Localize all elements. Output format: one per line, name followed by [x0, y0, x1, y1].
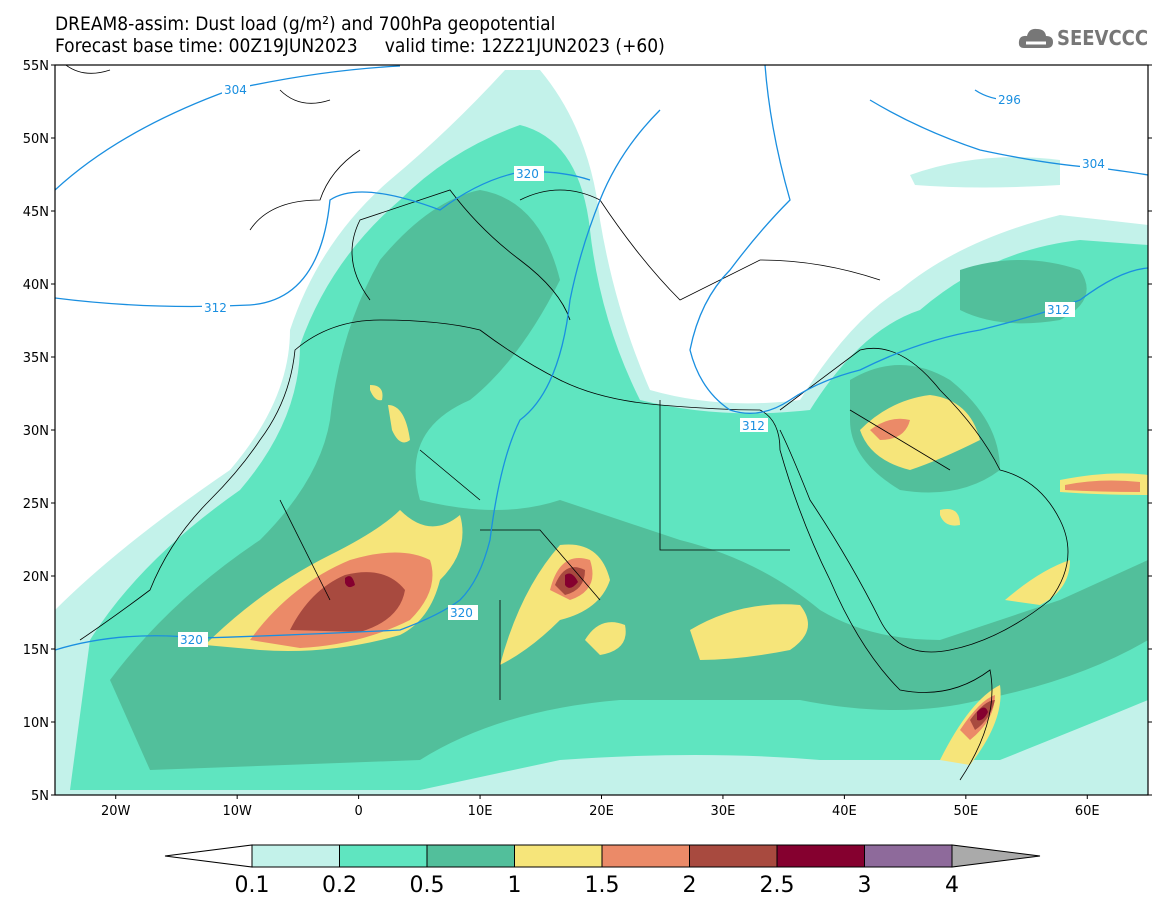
contour-labels: 304 296 320 304 312 312 312 320 320: [178, 82, 1108, 647]
lon-label: 20E: [589, 804, 614, 819]
svg-text:312: 312: [1047, 303, 1070, 317]
lat-label: 50N: [23, 132, 49, 147]
lon-label: 30E: [711, 804, 736, 819]
colorbar-label: 0.2: [322, 873, 357, 898]
svg-text:304: 304: [1082, 157, 1105, 171]
colorbar: 0.1 0.2 0.5 1 1.5 2 2.5 3 4: [164, 844, 1041, 898]
coastlines: [65, 65, 1069, 781]
logo-text: SEEVCCC: [1057, 26, 1149, 50]
colorbar-label: 2: [683, 873, 697, 898]
lon-label: 10E: [468, 804, 493, 819]
colorbar-swatch: [689, 844, 778, 868]
lat-label: 10N: [23, 716, 49, 731]
dust-level-2: [290, 567, 995, 730]
seevccc-logo: SEEVCCC: [1018, 26, 1148, 50]
lat-label: 45N: [23, 205, 49, 220]
lon-label: 0: [354, 804, 362, 819]
map-subtitle: Forecast base time: 00Z19JUN2023 valid t…: [55, 35, 665, 57]
svg-text:320: 320: [450, 606, 473, 620]
dust-field: 304 296 320 304 312 312 312 320 320: [55, 65, 1148, 795]
svg-text:320: 320: [516, 167, 539, 181]
svg-text:320: 320: [180, 633, 203, 647]
dust-level-1.5: [250, 418, 1140, 740]
svg-text:312: 312: [204, 301, 227, 315]
dust-level-0.1-east: [910, 157, 1060, 188]
cloud-icon: [1018, 28, 1053, 48]
svg-text:304: 304: [224, 83, 247, 97]
lat-label: 5N: [31, 789, 49, 804]
lon-label: 10W: [222, 804, 252, 819]
colorbar-over-arrow: [951, 844, 1041, 868]
lat-label: 30N: [23, 424, 49, 439]
colorbar-label: 1: [508, 873, 522, 898]
colorbar-label: 0.5: [410, 873, 445, 898]
colorbar-swatch: [776, 844, 865, 868]
lon-label: 60E: [1075, 804, 1100, 819]
lon-label: 50E: [953, 804, 978, 819]
colorbar-label: 4: [945, 873, 959, 898]
colorbar-swatch: [514, 844, 603, 868]
lon-label: 40E: [832, 804, 857, 819]
colorbar-label: 3: [858, 873, 872, 898]
colorbar-swatch: [426, 844, 515, 868]
svg-text:312: 312: [742, 419, 765, 433]
colorbar-swatch: [339, 844, 428, 868]
colorbar-swatch: [601, 844, 690, 868]
lat-label: 20N: [23, 570, 49, 585]
lat-label: 40N: [23, 278, 49, 293]
svg-text:296: 296: [998, 93, 1021, 107]
colorbar-label: 2.5: [760, 873, 795, 898]
lat-label: 55N: [23, 59, 49, 74]
lat-label: 15N: [23, 643, 49, 658]
colorbar-label: 0.1: [235, 873, 270, 898]
colorbar-under-arrow: [164, 844, 253, 868]
lat-label: 25N: [23, 497, 49, 512]
lon-label: 20W: [101, 804, 131, 819]
lat-label: 35N: [23, 351, 49, 366]
map-title: DREAM8-assim: Dust load (g/m²) and 700hP…: [55, 13, 556, 35]
colorbar-label: 1.5: [585, 873, 620, 898]
colorbar-swatch: [864, 844, 953, 868]
axis-ticks: 55N 50N 45N 40N 35N 30N 25N 20N 15N 10N 5N 20W 10W 0 1…: [23, 59, 1152, 819]
colorbar-swatch: [251, 844, 340, 868]
